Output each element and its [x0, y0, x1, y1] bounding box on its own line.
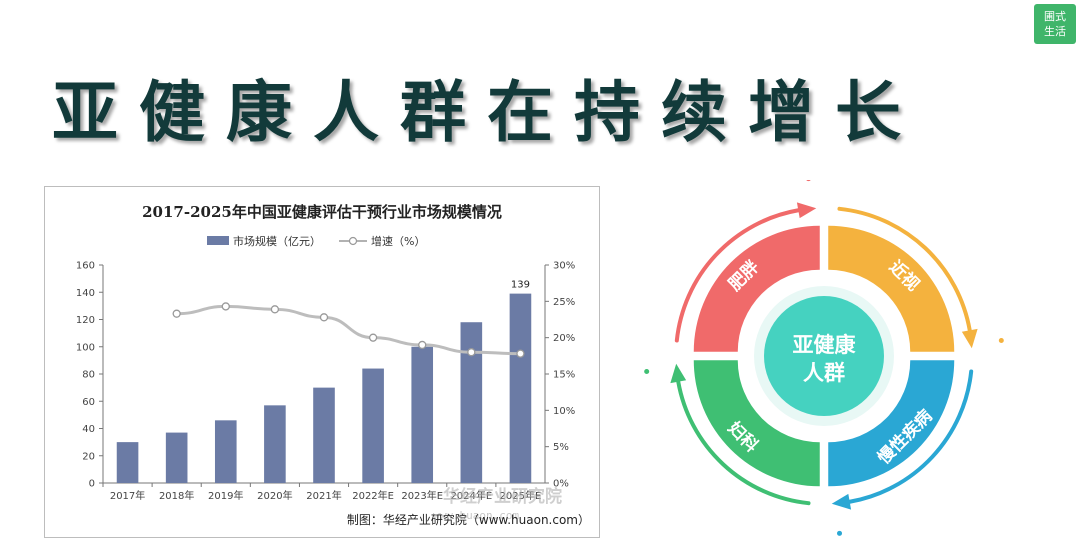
growth-point — [319, 313, 329, 322]
growth-point — [368, 333, 378, 342]
y-left-tick-label: 140 — [76, 288, 95, 299]
y-left-tick-label: 100 — [76, 342, 95, 353]
ring-segment-shape — [693, 360, 820, 487]
legend-label-line: 增速（%） — [371, 234, 425, 248]
ring-segment-shape — [693, 225, 820, 352]
legend-swatch-bars — [207, 236, 229, 245]
growth-line — [176, 304, 521, 356]
brand-badge-line1: 圃式 — [1044, 10, 1066, 23]
growth-point — [418, 340, 427, 350]
ring-segment-0: 肥胖 — [693, 225, 820, 352]
page-title: 亚健康人群在持续增长 — [52, 74, 922, 151]
ring-segment-shape — [828, 225, 955, 352]
y-left-tick-label: 40 — [82, 424, 95, 435]
ring-decor-dot — [998, 337, 1004, 343]
x-tick-label: 2024年E — [450, 489, 492, 502]
y-right-tick-label: 10% — [553, 406, 575, 417]
growth-point — [172, 309, 181, 318]
legend-label-bars: 市场规模（亿元） — [233, 234, 321, 248]
growth-point — [516, 349, 525, 358]
data-label: 139 — [511, 280, 530, 291]
bar — [116, 442, 139, 483]
y-right-tick-label: 30% — [553, 261, 575, 272]
x-tick-label: 2021年 — [306, 489, 341, 502]
ring-arrow-head — [670, 363, 687, 384]
y-right-tick-label: 20% — [553, 333, 575, 344]
ring-decor-dot — [805, 176, 811, 182]
ring-arrow-arc — [674, 208, 801, 343]
y-left-tick-label: 60 — [82, 397, 95, 408]
watermark-text: 华经产业研究院 — [443, 486, 562, 507]
bar — [411, 346, 434, 483]
ring-decor-dot — [644, 369, 650, 375]
ring-arrow-arc — [837, 206, 972, 333]
x-tick-label: 2020年 — [257, 489, 292, 502]
ring-arrow-head — [831, 493, 852, 510]
growth-point — [221, 302, 230, 311]
ring-arrow-arc — [847, 369, 974, 504]
y-right-tick-label: 25% — [553, 297, 575, 308]
x-tick-label: 2025年E — [500, 489, 542, 502]
x-tick-label: 2022年E — [352, 489, 394, 502]
bar — [214, 420, 237, 483]
ring-center-circle — [764, 296, 884, 416]
legend-marker-line — [348, 236, 358, 246]
growth-point — [270, 305, 280, 314]
subhealth-ring-diagram: 肥胖 近视 慢性疾病 妇科 亚健康 人群 — [640, 176, 1080, 550]
chart-title: 2017-2025年中国亚健康评估干预行业市场规模情况 — [142, 203, 502, 221]
ring-arrow-head — [796, 202, 817, 219]
y-left-tick-label: 160 — [76, 261, 95, 272]
brand-badge: 圃式 生活 — [1034, 4, 1076, 44]
bar — [509, 293, 532, 483]
bar — [362, 368, 384, 483]
market-size-chart: 2017-2025年中国亚健康评估干预行业市场规模情况市场规模（亿元） 增速（%）… — [44, 186, 600, 538]
ring-center-label-line2: 人群 — [803, 361, 845, 385]
x-tick-label: 2023年E — [401, 489, 443, 502]
growth-point — [467, 348, 476, 357]
bar — [460, 322, 483, 483]
ring-decor-dot — [837, 530, 843, 536]
y-left-tick-label: 0 — [89, 479, 95, 490]
ring-segment-1: 近视 — [828, 225, 955, 352]
bar — [165, 432, 188, 483]
watermark-url: www.huaon.com — [433, 509, 519, 522]
x-tick-label: 2018年 — [159, 489, 194, 502]
y-left-tick-label: 20 — [82, 451, 95, 462]
ring-arrow-head — [961, 328, 978, 349]
y-right-tick-label: 5% — [553, 442, 569, 453]
brand-badge-line2: 生活 — [1044, 25, 1066, 38]
x-tick-label: 2017年 — [110, 489, 145, 502]
ring-center-label-line1: 亚健康 — [793, 333, 857, 357]
y-right-tick-label: 15% — [553, 370, 575, 381]
x-tick-label: 2019年 — [208, 489, 243, 502]
y-left-tick-label: 80 — [82, 370, 95, 381]
y-left-tick-label: 120 — [76, 315, 95, 326]
ring-segment-shape — [828, 360, 955, 487]
y-right-tick-label: 0% — [553, 479, 569, 490]
bar — [313, 387, 335, 483]
ring-arrow-arc — [676, 379, 811, 506]
chart-source: 制图：华经产业研究院（www.huaon.com） — [347, 512, 590, 527]
bar — [264, 405, 286, 483]
